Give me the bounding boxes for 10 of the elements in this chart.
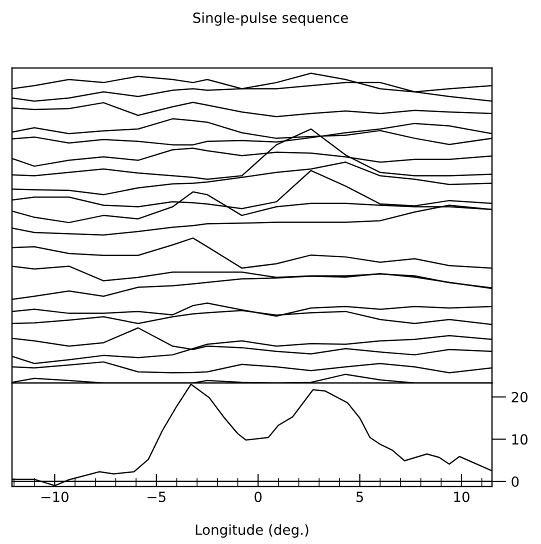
x-tick-label: −10: [42, 492, 68, 502]
x-axis-title: Longitude (deg.): [196, 524, 308, 538]
x-tick-label: 0: [254, 492, 262, 502]
chart-title: Single-pulse sequence: [193, 12, 348, 26]
x-tick-label: 5: [356, 492, 363, 502]
y2-tick-label: 0: [512, 476, 519, 487]
x-tick-label: −5: [148, 492, 166, 502]
y2-tick-label: 10: [512, 434, 528, 445]
y2-tick-label: 20: [512, 392, 528, 402]
x-tick-label: 10: [454, 492, 470, 502]
